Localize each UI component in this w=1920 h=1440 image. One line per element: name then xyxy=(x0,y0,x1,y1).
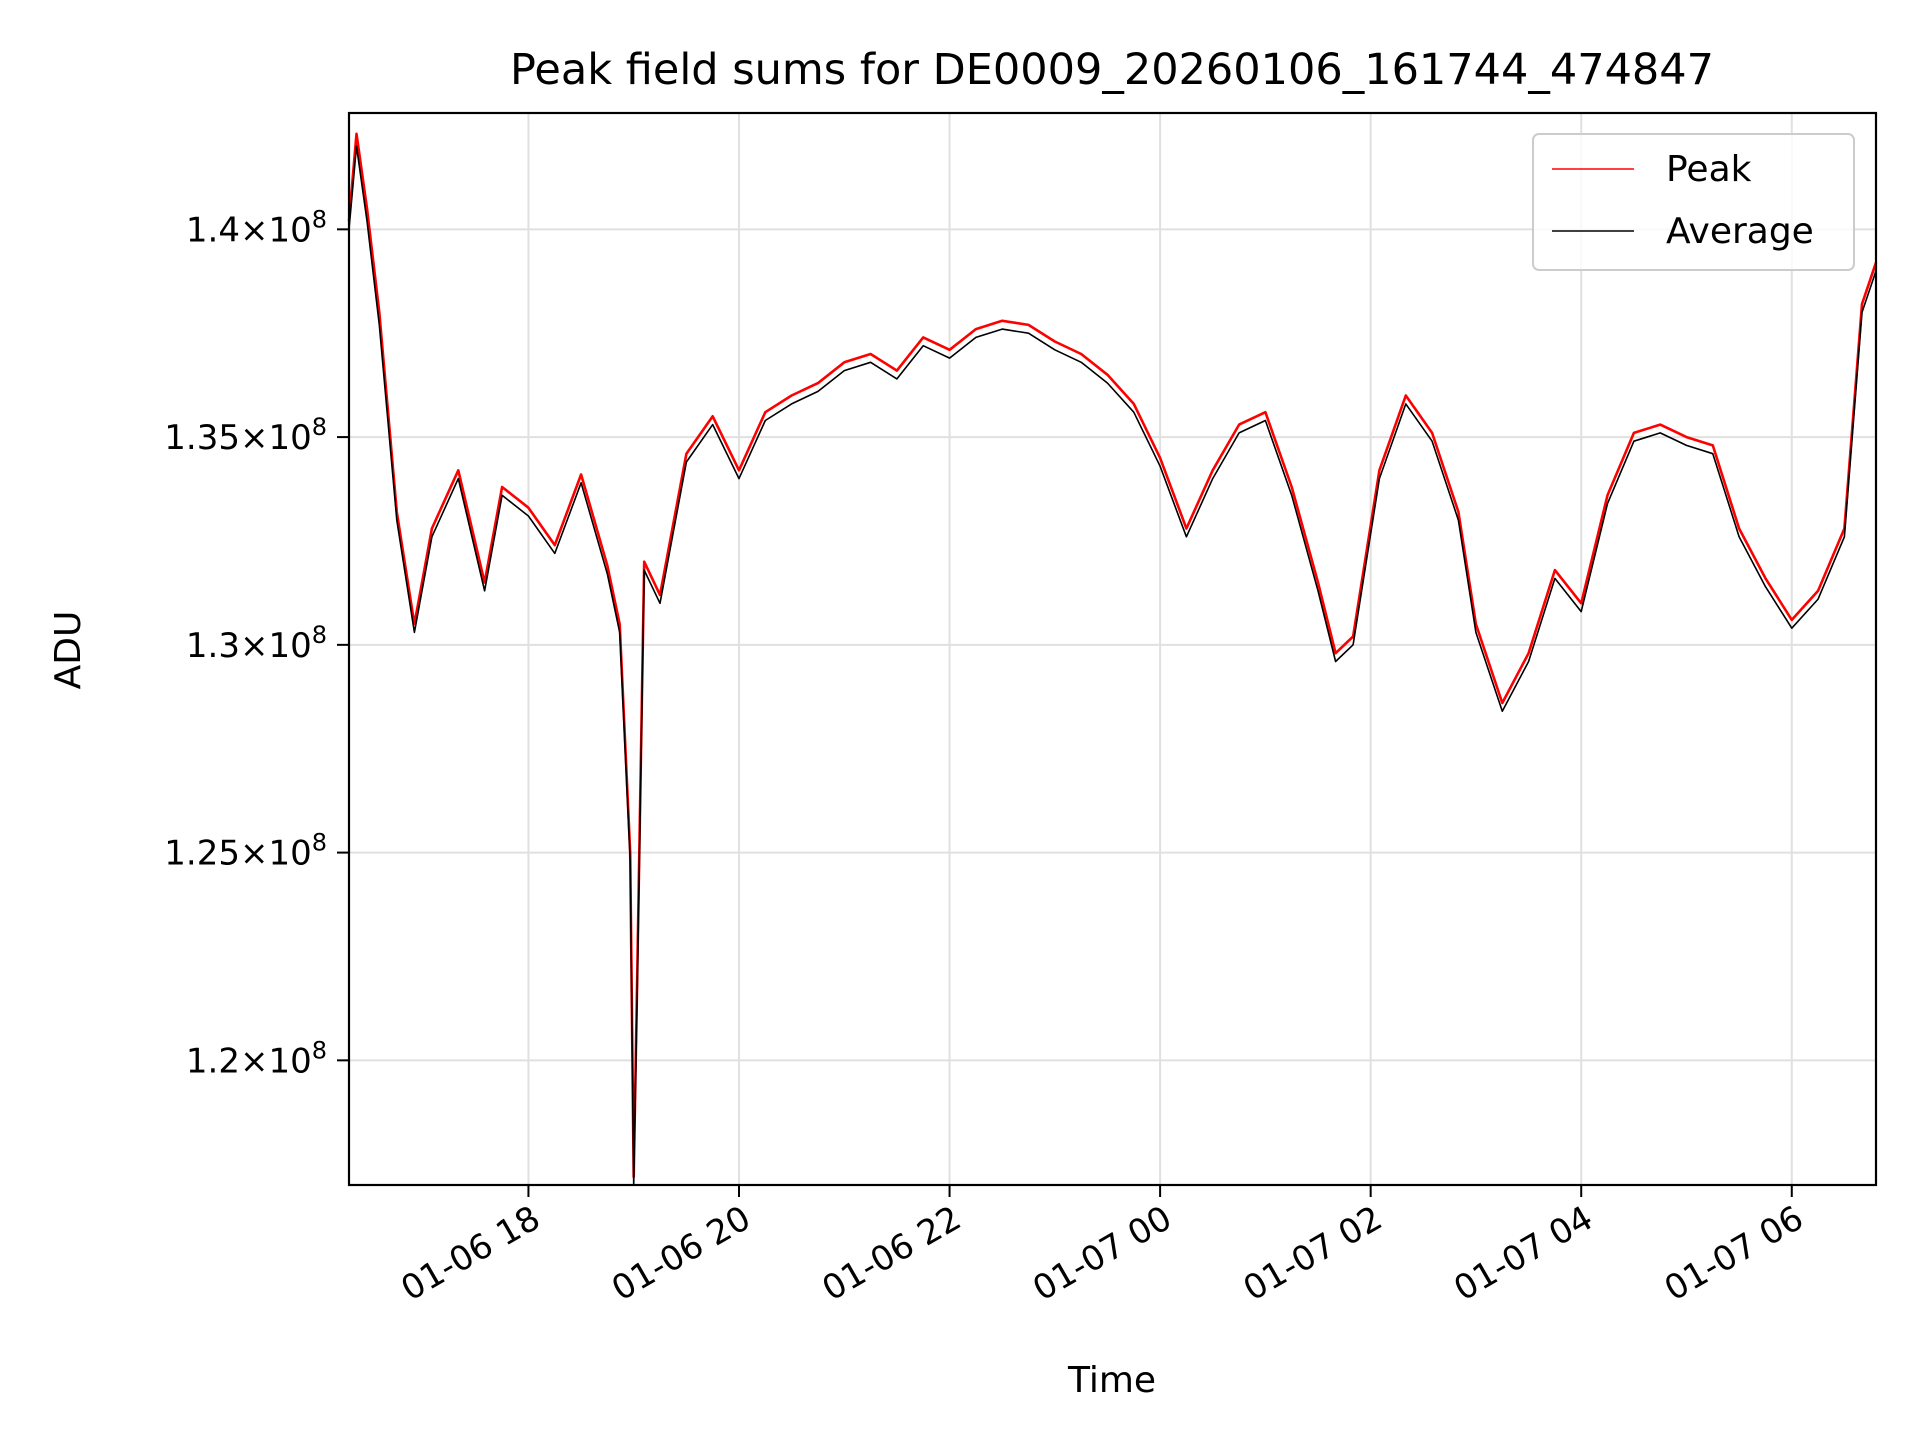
plot-area-frame xyxy=(347,111,1878,1187)
y-axis-label: ADU xyxy=(48,611,89,690)
y-tick-label: 1.3×108 xyxy=(186,621,327,666)
y-tick-times: ×10 xyxy=(240,626,312,666)
y-tick-exponent: 8 xyxy=(312,413,327,441)
y-tick-exponent: 8 xyxy=(312,829,327,857)
y-tick-exponent: 8 xyxy=(312,621,327,649)
legend: Peak Average xyxy=(1532,133,1855,271)
y-tick-mantissa: 1.35 xyxy=(164,418,240,458)
y-tick-label: 1.35×108 xyxy=(164,413,327,458)
x-axis-label: Time xyxy=(1067,1360,1156,1401)
series-line-peak xyxy=(347,132,1878,1178)
y-tick-times: ×10 xyxy=(240,1041,312,1081)
y-tick-mantissa: 1.25 xyxy=(164,834,240,874)
y-tick-mantissa: 1.4 xyxy=(186,210,240,250)
y-tick-exponent: 8 xyxy=(312,205,327,233)
legend-box xyxy=(1532,133,1855,271)
y-tick-times: ×10 xyxy=(240,418,312,458)
y-tick-label: 1.25×108 xyxy=(164,829,327,874)
plot-series xyxy=(347,132,1878,1186)
y-tick-label: 1.2×108 xyxy=(186,1036,327,1081)
y-tick-times: ×10 xyxy=(240,210,312,250)
grid xyxy=(349,113,1876,1185)
chart-title: Peak field sums for DE0009_20260106_1617… xyxy=(510,45,1714,95)
y-tick-label: 1.4×108 xyxy=(186,205,327,250)
series-line-average xyxy=(348,145,1877,1186)
y-tick-mantissa: 1.2 xyxy=(186,1041,240,1081)
y-tick-mantissa: 1.3 xyxy=(186,626,240,666)
legend-label-peak: Peak xyxy=(1666,149,1752,190)
y-tick-times: ×10 xyxy=(240,834,312,874)
y-tick-exponent: 8 xyxy=(312,1036,327,1064)
legend-label-average: Average xyxy=(1666,211,1814,252)
